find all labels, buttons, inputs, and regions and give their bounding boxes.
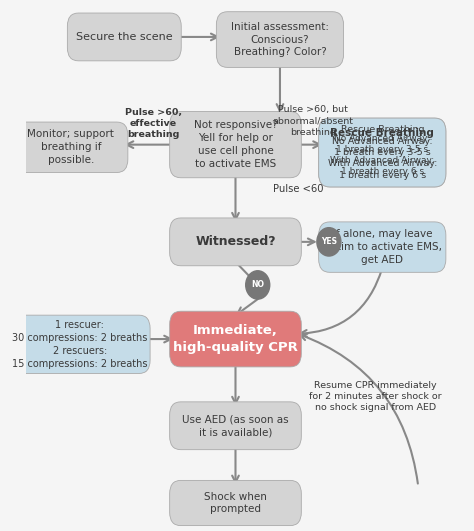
Text: Initial assessment:
Conscious?
Breathing? Color?: Initial assessment: Conscious? Breathing… [231,22,329,57]
Text: Pulse <60: Pulse <60 [273,184,324,194]
FancyBboxPatch shape [170,481,301,526]
Text: YES: YES [321,237,337,246]
Text: Witnessed?: Witnessed? [195,235,276,249]
Text: Immediate,
high-quality CPR: Immediate, high-quality CPR [173,324,298,354]
FancyBboxPatch shape [170,402,301,450]
FancyBboxPatch shape [170,311,301,367]
Text: Monitor; support
breathing if
possible.: Monitor; support breathing if possible. [27,130,114,165]
FancyBboxPatch shape [170,218,301,266]
Text: 1 rescuer:
30 compressions: 2 breaths
2 rescuers:
15 compressions: 2 breaths: 1 rescuer: 30 compressions: 2 breaths 2 … [12,320,147,369]
Text: No Advanced Airway:
1 breath every 3-5 s
With Advanced Airway:
1 breath every 6 : No Advanced Airway: 1 breath every 3-5 s… [330,134,434,176]
Text: Resume CPR immediately
for 2 minutes after shock or
no shock signal from AED: Resume CPR immediately for 2 minutes aft… [309,381,442,413]
FancyBboxPatch shape [14,122,128,173]
Text: Rescue Breathing
No Advanced Airway:
1 breath every 3-5 s
With Advanced Airway:
: Rescue Breathing No Advanced Airway: 1 b… [328,125,437,180]
Text: Not responsive?
Yell for help or
use cell phone
to activate EMS: Not responsive? Yell for help or use cel… [194,121,277,169]
FancyBboxPatch shape [319,222,446,272]
FancyBboxPatch shape [319,118,446,187]
Text: Shock when
prompted: Shock when prompted [204,492,267,515]
Text: If alone, may leave
victim to activate EMS,
get AED: If alone, may leave victim to activate E… [322,229,442,265]
Circle shape [317,228,341,256]
FancyBboxPatch shape [67,13,181,61]
Text: NO: NO [251,280,264,289]
FancyBboxPatch shape [319,118,446,187]
Text: Rescue Breathing: Rescue Breathing [330,127,434,138]
Text: Use AED (as soon as
it is available): Use AED (as soon as it is available) [182,414,289,437]
Text: Secure the scene: Secure the scene [76,32,173,42]
FancyBboxPatch shape [216,12,344,67]
Circle shape [246,271,270,299]
Text: Pulse >60, but
abnormal/absent
breathing: Pulse >60, but abnormal/absent breathing [273,105,354,136]
FancyBboxPatch shape [170,112,301,178]
FancyBboxPatch shape [9,315,150,373]
Text: Pulse >60,
effective
breathing: Pulse >60, effective breathing [125,108,182,139]
